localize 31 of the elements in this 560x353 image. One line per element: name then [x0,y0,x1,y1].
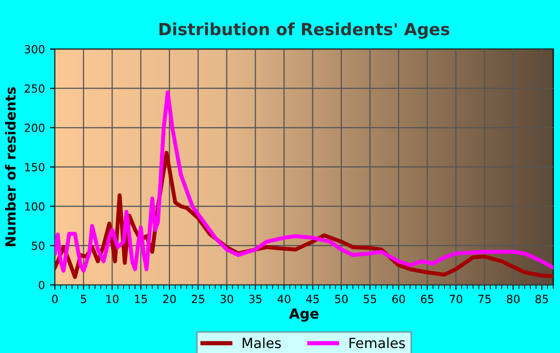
x-tick-label: 15 [134,294,147,304]
x-tick-label: 45 [306,294,319,304]
y-tick-label: 0 [38,280,44,290]
line-series [54,90,554,273]
x-tick-label: 55 [364,294,376,304]
y-tick-label: 50 [32,242,44,250]
y-tick-label: 100 [25,202,44,211]
legend-label: Females [350,337,405,348]
legend-label: Males [242,337,281,348]
y-tick-label: 300 [24,45,44,54]
x-tick-label: 35 [249,294,262,304]
x-tick-label: 40 [278,294,290,304]
x-tick-label: 65 [420,294,434,304]
y-tick-label: 250 [24,84,44,93]
x-tick-label: 30 [220,294,234,304]
x-tick-label: 25 [192,294,204,304]
x-tick-label: 85 [536,294,548,304]
x-tick-label: 20 [163,294,176,304]
x-tick-label: 75 [478,294,491,304]
x-tick-label: 60 [392,294,405,304]
x-tick-label: 5 [80,294,86,304]
y-axis-title: Number of residents [4,87,16,246]
x-tick-label: 0 [52,294,58,304]
y-tick-label: 200 [24,124,44,132]
y-tick-label: 150 [25,162,44,172]
x-tick-label: 70 [450,294,462,304]
x-tick-label: 80 [506,294,520,304]
x-tick-label: 50 [335,294,348,304]
chart-title: Distribution of Residents' Ages [160,22,450,39]
x-tick-label: 10 [106,294,118,304]
x-axis-title: Age [289,308,318,322]
